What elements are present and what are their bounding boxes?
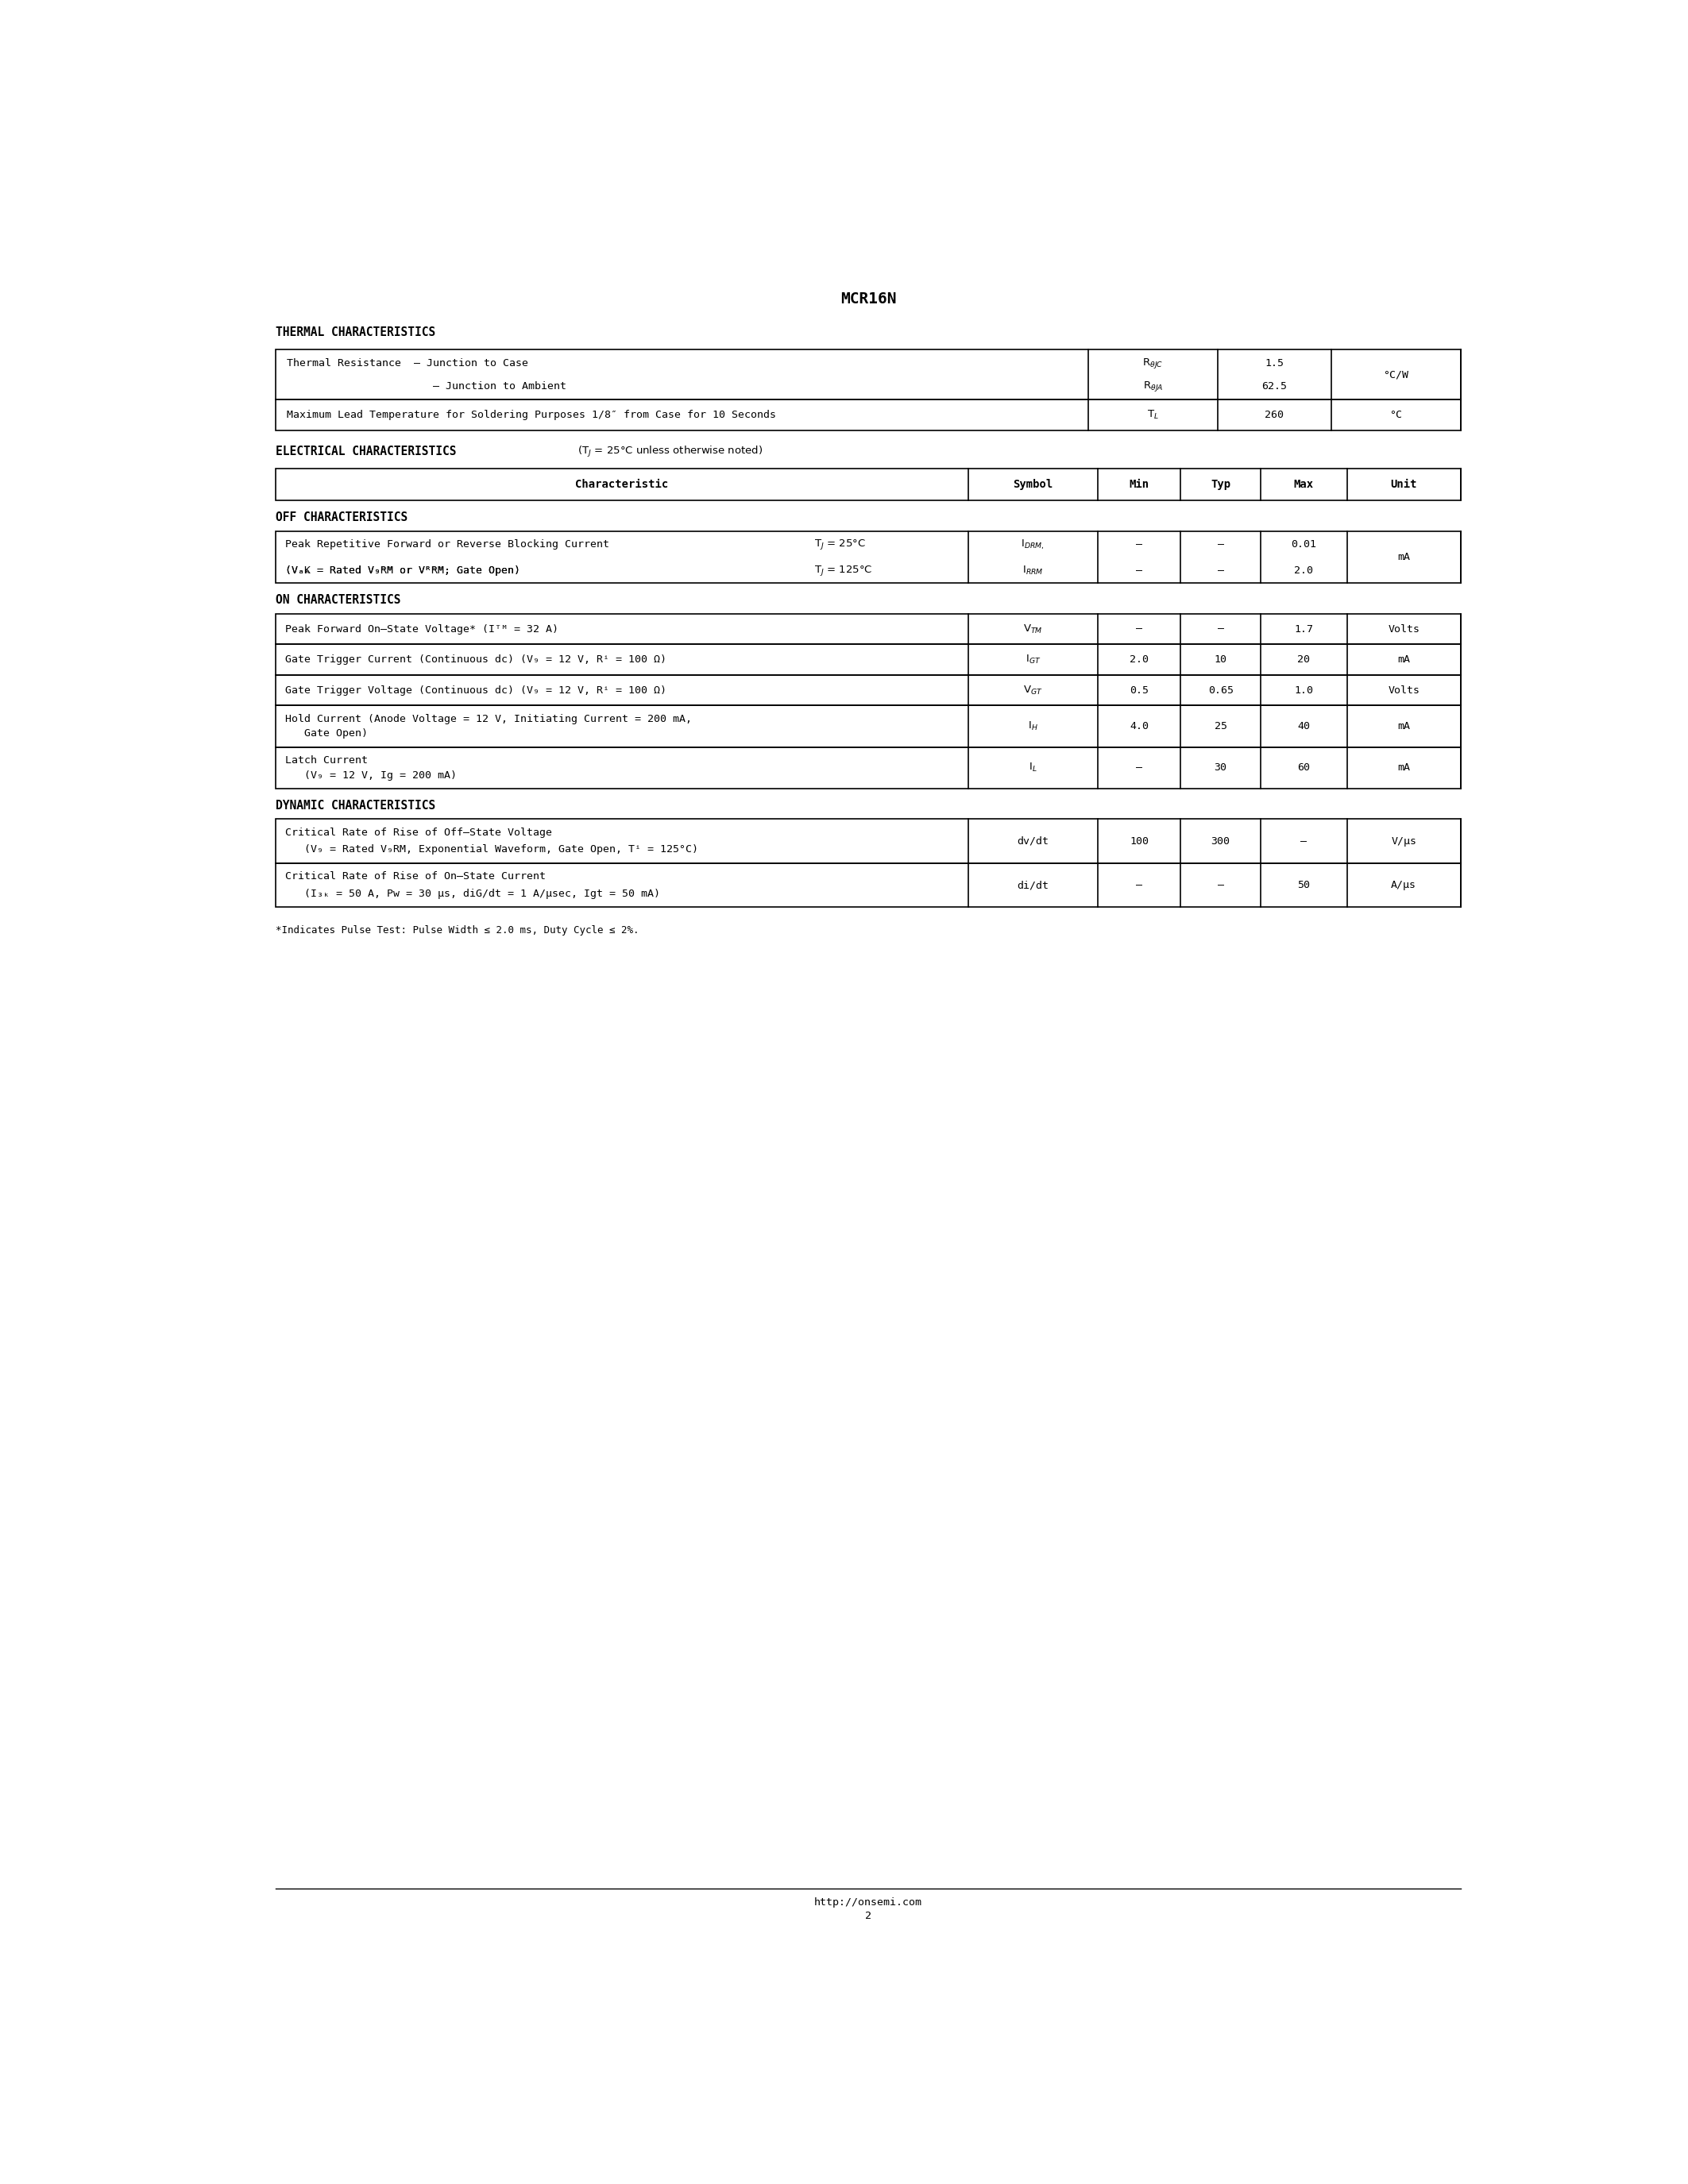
Text: —: — — [1217, 566, 1224, 577]
Text: di/dt: di/dt — [1016, 880, 1048, 891]
Text: 62.5: 62.5 — [1263, 380, 1288, 391]
Text: Min: Min — [1129, 478, 1150, 489]
Text: THERMAL CHARACTERISTICS: THERMAL CHARACTERISTICS — [275, 325, 436, 339]
Text: 1.0: 1.0 — [1295, 686, 1313, 695]
Text: Maximum Lead Temperature for Soldering Purposes 1/8″ from Case for 10 Seconds: Maximum Lead Temperature for Soldering P… — [287, 411, 776, 419]
Text: Gate Trigger Current (Continuous dc) (V₉ = 12 V, Rⁱ = 100 Ω): Gate Trigger Current (Continuous dc) (V₉… — [285, 655, 667, 664]
Text: A/μs: A/μs — [1391, 880, 1416, 891]
Text: mA: mA — [1398, 655, 1409, 664]
Text: 2: 2 — [864, 1911, 871, 1922]
Text: 1.5: 1.5 — [1264, 358, 1285, 369]
Text: 30: 30 — [1214, 762, 1227, 773]
Text: Gate Trigger Voltage (Continuous dc) (V₉ = 12 V, Rⁱ = 100 Ω): Gate Trigger Voltage (Continuous dc) (V₉… — [285, 686, 667, 695]
Bar — [275, 614, 1460, 644]
Text: °C: °C — [1389, 411, 1403, 419]
Text: *Indicates Pulse Test: Pulse Width ≤ 2.0 ms, Duty Cycle ≤ 2%.: *Indicates Pulse Test: Pulse Width ≤ 2.0… — [275, 926, 640, 935]
Text: Critical Rate of Rise of Off–State Voltage: Critical Rate of Rise of Off–State Volta… — [285, 828, 552, 839]
Text: 4.0: 4.0 — [1129, 721, 1148, 732]
Bar — [275, 819, 1460, 863]
Bar — [275, 400, 1460, 430]
Text: T$_J$ = 125°C: T$_J$ = 125°C — [814, 563, 873, 577]
Text: 260: 260 — [1264, 411, 1285, 419]
Text: T$_J$ = 25°C: T$_J$ = 25°C — [814, 537, 866, 550]
Text: MCR16N: MCR16N — [841, 290, 896, 306]
Text: ELECTRICAL CHARACTERISTICS: ELECTRICAL CHARACTERISTICS — [275, 446, 456, 459]
Text: —: — — [1217, 625, 1224, 633]
Text: Latch Current: Latch Current — [285, 756, 368, 767]
Text: —: — — [1300, 836, 1307, 847]
Text: —: — — [1136, 880, 1143, 891]
Text: 300: 300 — [1210, 836, 1231, 847]
Text: 0.5: 0.5 — [1129, 686, 1148, 695]
Text: 20: 20 — [1298, 655, 1310, 664]
Text: R$_{\theta JC}$: R$_{\theta JC}$ — [1143, 356, 1163, 371]
Text: 25: 25 — [1214, 721, 1227, 732]
Text: Thermal Resistance  — Junction to Case: Thermal Resistance — Junction to Case — [287, 358, 528, 369]
Text: (V₉ = 12 V, Ig = 200 mA): (V₉ = 12 V, Ig = 200 mA) — [285, 771, 456, 780]
Text: mA: mA — [1398, 553, 1409, 561]
Text: —: — — [1217, 880, 1224, 891]
Text: (T$_J$ = 25°C unless otherwise noted): (T$_J$ = 25°C unless otherwise noted) — [574, 446, 763, 459]
Text: T$_L$: T$_L$ — [1148, 408, 1158, 422]
Bar — [275, 747, 1460, 788]
Text: Max: Max — [1293, 478, 1313, 489]
Text: —: — — [1217, 539, 1224, 550]
Text: Volts: Volts — [1388, 625, 1420, 633]
Text: Peak Forward On–State Voltage* (Iᵀᴹ = 32 A): Peak Forward On–State Voltage* (Iᵀᴹ = 32… — [285, 625, 559, 633]
Text: I$_{DRM,}$: I$_{DRM,}$ — [1021, 537, 1045, 550]
Text: mA: mA — [1398, 721, 1409, 732]
Bar — [275, 531, 1460, 583]
Text: —: — — [1136, 566, 1143, 577]
Text: 2.0: 2.0 — [1129, 655, 1148, 664]
Text: —: — — [1136, 625, 1143, 633]
Text: V$_{GT}$: V$_{GT}$ — [1023, 684, 1043, 697]
Text: http://onsemi.com: http://onsemi.com — [814, 1898, 922, 1907]
Text: (V₉ = Rated V₉RM, Exponential Waveform, Gate Open, Tⁱ = 125°C): (V₉ = Rated V₉RM, Exponential Waveform, … — [285, 845, 697, 854]
Text: 40: 40 — [1298, 721, 1310, 732]
Text: I$_L$: I$_L$ — [1028, 762, 1036, 773]
Text: 50: 50 — [1298, 880, 1310, 891]
Text: R$_{\theta JA}$: R$_{\theta JA}$ — [1143, 380, 1163, 393]
Bar — [275, 705, 1460, 747]
Text: OFF CHARACTERISTICS: OFF CHARACTERISTICS — [275, 511, 408, 524]
Text: Critical Rate of Rise of On–State Current: Critical Rate of Rise of On–State Curren… — [285, 871, 545, 882]
Bar — [275, 349, 1460, 400]
Text: Gate Open): Gate Open) — [285, 729, 368, 738]
Text: V/μs: V/μs — [1391, 836, 1416, 847]
Text: Hold Current (Anode Voltage = 12 V, Initiating Current = 200 mA,: Hold Current (Anode Voltage = 12 V, Init… — [285, 714, 692, 725]
Bar — [275, 675, 1460, 705]
Bar — [275, 644, 1460, 675]
Text: 60: 60 — [1298, 762, 1310, 773]
Text: I$_{GT}$: I$_{GT}$ — [1025, 653, 1040, 666]
Bar — [275, 863, 1460, 906]
Text: mA: mA — [1398, 762, 1409, 773]
Text: 1.7: 1.7 — [1295, 625, 1313, 633]
Text: —: — — [1136, 762, 1143, 773]
Text: Symbol: Symbol — [1013, 478, 1053, 489]
Text: Unit: Unit — [1391, 478, 1418, 489]
Bar — [275, 470, 1460, 500]
Text: — Junction to Ambient: — Junction to Ambient — [287, 380, 567, 391]
Text: —: — — [1136, 539, 1143, 550]
Text: 10: 10 — [1214, 655, 1227, 664]
Text: ON CHARACTERISTICS: ON CHARACTERISTICS — [275, 594, 400, 607]
Text: (VₐK = Rated V₉RM or VᴿRM; Gate Open): (VₐK = Rated V₉RM or VᴿRM; Gate Open) — [285, 566, 520, 577]
Text: 0.65: 0.65 — [1209, 686, 1234, 695]
Text: Peak Repetitive Forward or Reverse Blocking Current: Peak Repetitive Forward or Reverse Block… — [285, 539, 609, 550]
Text: (I₃ₖ = 50 A, Pw = 30 μs, diG/dt = 1 A/μsec, Igt = 50 mA): (I₃ₖ = 50 A, Pw = 30 μs, diG/dt = 1 A/μs… — [285, 889, 660, 900]
Text: Volts: Volts — [1388, 686, 1420, 695]
Text: 2.0: 2.0 — [1295, 566, 1313, 577]
Text: I$_{RRM}$: I$_{RRM}$ — [1023, 566, 1043, 577]
Text: Characteristic: Characteristic — [576, 478, 668, 489]
Text: °C/W: °C/W — [1384, 369, 1409, 380]
Text: (Vₐₖ = Rated V₉ᴿᴹ or Vᴿᴿᴹ; Gate Open): (Vₐₖ = Rated V₉ᴿᴹ or Vᴿᴿᴹ; Gate Open) — [285, 566, 520, 577]
Text: Typ: Typ — [1210, 478, 1231, 489]
Text: dv/dt: dv/dt — [1016, 836, 1048, 847]
Text: DYNAMIC CHARACTERISTICS: DYNAMIC CHARACTERISTICS — [275, 799, 436, 812]
Text: V$_{TM}$: V$_{TM}$ — [1023, 622, 1043, 636]
Text: 0.01: 0.01 — [1291, 539, 1317, 550]
Text: 100: 100 — [1129, 836, 1148, 847]
Text: I$_H$: I$_H$ — [1028, 721, 1038, 732]
